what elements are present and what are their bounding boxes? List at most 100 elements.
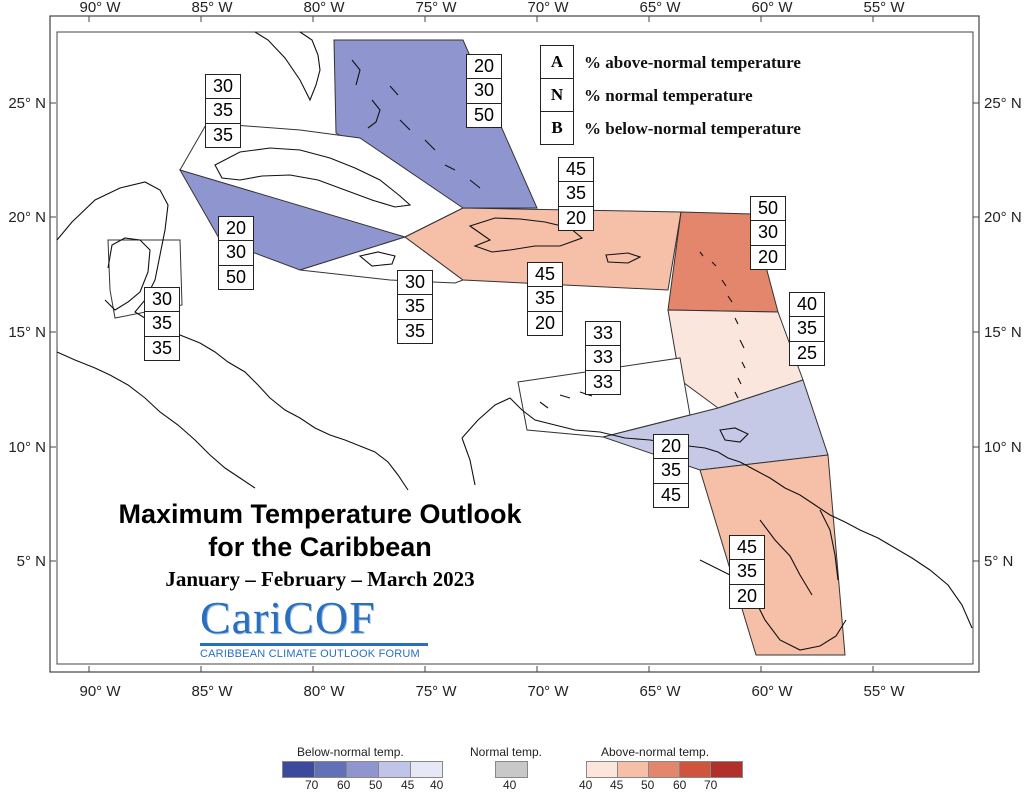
lon-label: 70° W <box>527 683 569 700</box>
forecast-above: 40 <box>790 293 824 318</box>
forecast-box-cuba-north: 30 35 35 <box>205 74 241 148</box>
scale-num-below: 70 <box>305 778 319 792</box>
scale-swatch-above <box>617 761 650 778</box>
forecast-box-hispaniola-north: 45 35 20 <box>558 157 594 231</box>
forecast-below: 20 <box>757 246 779 267</box>
lon-label: 70° W <box>527 0 569 16</box>
scale-title-above: Above-normal temp. <box>601 745 710 759</box>
lon-label: 90° W <box>79 683 121 700</box>
lon-label: 80° W <box>303 0 345 16</box>
lat-label: 10° N <box>8 439 46 456</box>
forecast-above: 20 <box>467 55 501 80</box>
latitude-labels-right: 25° N 20° N 15° N 10° N 5° N <box>984 95 1022 570</box>
forecast-below: 25 <box>796 342 818 363</box>
scale-num-below: 60 <box>337 778 351 792</box>
lon-label: 65° W <box>639 0 681 16</box>
key-text: % below-normal temperature <box>584 118 801 138</box>
map-title-block: Maximum Temperature Outlook for the Cari… <box>60 498 580 592</box>
longitude-labels-top: 90° W 85° W 80° W 75° W 70° W 65° W 60° … <box>79 0 905 16</box>
key-text: % above-normal temperature <box>584 52 801 72</box>
forecast-normal: 35 <box>145 312 179 337</box>
key-row-below: B % below-normal temperature <box>540 111 801 145</box>
lat-label: 5° N <box>984 553 1013 570</box>
scale-num-above: 40 <box>579 778 593 792</box>
coast-hispaniola <box>468 217 584 253</box>
forecast-below: 50 <box>225 266 247 287</box>
lon-label: 60° W <box>751 0 793 16</box>
key-text: % normal temperature <box>584 85 753 105</box>
map-period: January – February – March 2023 <box>165 567 475 591</box>
coast-central-america <box>56 181 409 491</box>
caricof-logo: CariCOF CARIBBEAN CLIMATE OUTLOOK FORUM <box>200 594 430 660</box>
forecast-box-windward-islands: 40 35 25 <box>789 292 825 366</box>
scale-num-below: 50 <box>369 778 383 792</box>
scale-swatch-above <box>679 761 712 778</box>
lon-label: 90° W <box>79 0 121 16</box>
lat-label: 15° N <box>984 324 1022 341</box>
scale-swatch-above <box>648 761 681 778</box>
coast-cuba <box>214 147 412 208</box>
logo-rule <box>200 643 428 646</box>
forecast-normal: 35 <box>398 295 432 320</box>
forecast-box-cuba-south: 20 30 50 <box>218 216 254 290</box>
forecast-normal: 35 <box>206 99 240 124</box>
scale-swatch-below <box>282 761 315 778</box>
forecast-box-trinidad-venezuela: 20 35 45 <box>653 434 689 508</box>
forecast-normal: 35 <box>790 317 824 342</box>
forecast-normal: 35 <box>528 287 562 312</box>
forecast-normal: 35 <box>730 560 764 585</box>
forecast-above: 45 <box>528 263 562 288</box>
forecast-below: 20 <box>565 207 587 228</box>
forecast-box-leeward-islands: 50 30 20 <box>750 196 786 270</box>
lon-label: 85° W <box>191 0 233 16</box>
scale-num-above: 50 <box>641 778 655 792</box>
scale-swatch-below <box>378 761 411 778</box>
longitude-labels-bottom: 90° W 85° W 80° W 75° W 70° W 65° W 60° … <box>79 683 905 700</box>
forecast-box-abc-islands: 33 33 33 <box>585 321 621 395</box>
lat-label: 20° N <box>8 209 46 226</box>
forecast-above: 33 <box>586 322 620 347</box>
coast-venezuela <box>461 397 741 486</box>
lon-label: 65° W <box>639 683 681 700</box>
map-title-line1: Maximum Temperature Outlook <box>118 499 522 529</box>
lat-label: 15° N <box>8 324 46 341</box>
forecast-above: 45 <box>730 536 764 561</box>
coast-belize <box>104 237 151 311</box>
forecast-above: 50 <box>751 197 785 222</box>
scale-title-below: Below-normal temp. <box>297 745 404 759</box>
forecast-above: 45 <box>559 158 593 183</box>
coast-jamaica <box>358 251 396 267</box>
forecast-box-belize-guatemala: 30 35 35 <box>144 287 180 361</box>
scale-swatch-below <box>346 761 379 778</box>
tick-marks <box>50 16 979 672</box>
scale-num-above: 70 <box>704 778 718 792</box>
scale-num-below: 45 <box>401 778 415 792</box>
forecast-below: 33 <box>592 371 614 392</box>
probability-key: A % above-normal temperature N % normal … <box>540 45 801 145</box>
lat-label: 5° N <box>17 553 46 570</box>
key-row-above: A % above-normal temperature <box>540 45 801 79</box>
logo-wordmark: CariCOF <box>200 592 376 643</box>
key-letter: B <box>540 111 574 145</box>
lat-label: 25° N <box>984 95 1022 112</box>
lat-label: 20° N <box>984 209 1022 226</box>
forecast-normal: 35 <box>654 459 688 484</box>
coast-puerto-rico <box>605 252 642 264</box>
forecast-above: 20 <box>219 217 253 242</box>
forecast-box-bahamas: 20 30 50 <box>466 54 502 128</box>
forecast-normal: 30 <box>751 221 785 246</box>
forecast-below: 35 <box>151 337 173 358</box>
scale-num-below: 40 <box>430 778 444 792</box>
key-letter: A <box>540 45 574 79</box>
lon-label: 55° W <box>863 0 905 16</box>
logo-tagline: CARIBBEAN CLIMATE OUTLOOK FORUM <box>200 648 420 660</box>
coast-florida <box>254 31 321 102</box>
forecast-above: 30 <box>145 288 179 313</box>
scale-title-normal: Normal temp. <box>470 745 543 759</box>
scale-swatch-below <box>410 761 443 778</box>
map-frame-inner <box>56 31 974 665</box>
scale-num-above: 45 <box>610 778 624 792</box>
forecast-normal: 35 <box>559 182 593 207</box>
lon-label: 80° W <box>303 683 345 700</box>
key-letter: N <box>540 78 574 112</box>
